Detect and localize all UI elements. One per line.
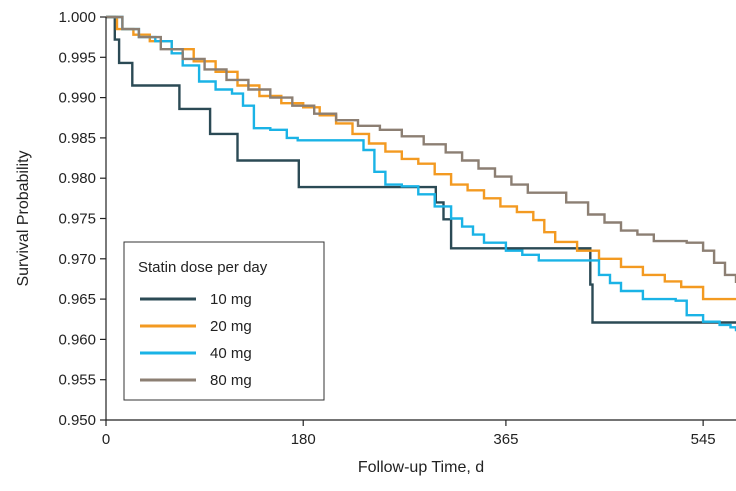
y-tick-label: 0.980 bbox=[58, 170, 96, 187]
legend-label: 10 mg bbox=[210, 291, 252, 308]
legend-box bbox=[123, 241, 325, 401]
series-line-10-mg bbox=[106, 15, 736, 324]
series-line-80-mg bbox=[106, 15, 736, 283]
y-tick-label: 0.990 bbox=[58, 90, 96, 107]
legend-items: 10 mg 20 mg 40 mg 80 mg bbox=[140, 291, 252, 389]
legend-label: 40 mg bbox=[210, 345, 252, 362]
y-axis-label: Survival Probability bbox=[15, 150, 32, 286]
legend-label: 80 mg bbox=[210, 372, 252, 389]
series-line-40-mg bbox=[106, 15, 736, 332]
legend: Statin dose per day 10 mg 20 mg 40 mg 80 mg bbox=[123, 241, 325, 401]
x-axis-label: Follow-up Time, d bbox=[358, 459, 484, 476]
x-tick-label: 0 bbox=[102, 431, 110, 448]
x-tick-label: 365 bbox=[493, 431, 518, 448]
series-line-20-mg bbox=[106, 15, 736, 301]
y-tick-label: 0.950 bbox=[58, 412, 96, 429]
y-tick-label: 0.970 bbox=[58, 251, 96, 268]
axes: 0.950 0.955 0.960 0.965 0.970 0.975 0.980 0.985… bbox=[58, 9, 736, 448]
x-tick-label: 180 bbox=[291, 431, 316, 448]
y-tick-label: 0.965 bbox=[58, 291, 96, 308]
y-ticks: 0.950 0.955 0.960 0.965 0.970 0.975 0.980 0.985… bbox=[58, 9, 106, 429]
legend-label: 20 mg bbox=[210, 318, 252, 335]
y-tick-label: 0.995 bbox=[58, 49, 96, 66]
y-tick-label: 1.000 bbox=[58, 9, 96, 26]
y-tick-label: 0.985 bbox=[58, 130, 96, 147]
legend-title: Statin dose per day bbox=[138, 259, 268, 276]
x-tick-label: 545 bbox=[691, 431, 716, 448]
y-tick-label: 0.960 bbox=[58, 331, 96, 348]
y-tick-label: 0.955 bbox=[58, 372, 96, 389]
series-layer bbox=[106, 15, 736, 332]
plot-area bbox=[106, 15, 736, 332]
x-ticks: 0 180 365 545 bbox=[102, 420, 716, 448]
y-tick-label: 0.975 bbox=[58, 211, 96, 228]
